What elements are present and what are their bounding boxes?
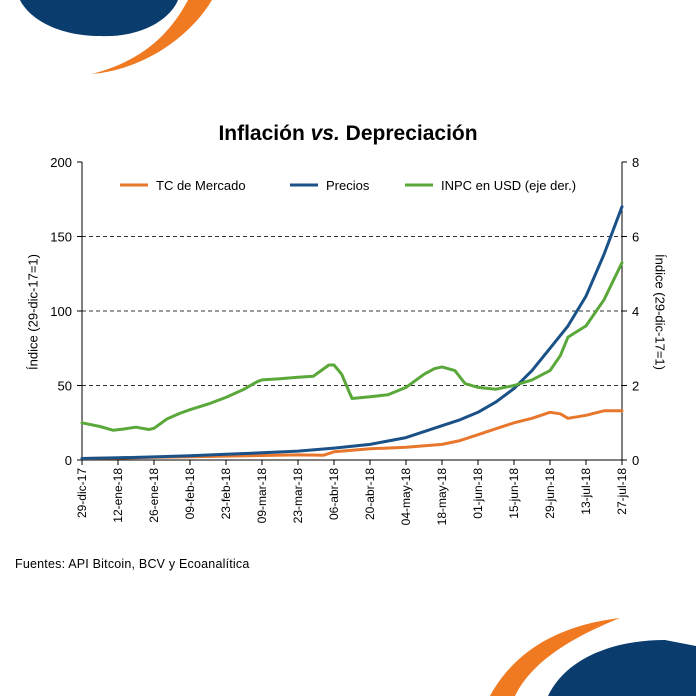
y-tick-label-right: 8	[632, 155, 639, 170]
x-tick-label: 01-jun-18	[471, 468, 485, 519]
x-tick-label: 09-feb-18	[183, 468, 197, 520]
top-navy-circle-shape	[20, 0, 178, 37]
x-tick-label: 23-feb-18	[219, 468, 233, 520]
source-note: Fuentes: API Bitcoin, BCV y Ecoanalítica	[15, 557, 250, 571]
x-tick-label: 12-ene-18	[111, 468, 125, 523]
series-line-precios	[80, 205, 624, 460]
legend-label: INPC en USD (eje der.)	[441, 178, 576, 193]
y-tick-label-left: 50	[58, 379, 72, 394]
x-tick-label: 13-jul-18	[579, 468, 593, 515]
legend-label: Precios	[326, 178, 370, 193]
bottom-navy-circle-shape	[548, 640, 696, 696]
x-tick-label: 04-may-18	[399, 468, 413, 526]
y-tick-label-left: 0	[65, 453, 72, 468]
y-tick-label-right: 2	[632, 379, 639, 394]
y-tick-label-right: 4	[632, 304, 639, 319]
x-tick-label: 18-may-18	[435, 468, 449, 526]
series-line-tc-de-mercado	[80, 409, 624, 460]
x-tick-label: 09-mar-18	[255, 468, 269, 524]
x-tick-label: 29-dic-17	[75, 468, 89, 518]
x-tick-label: 27-jul-18	[615, 468, 629, 515]
x-tick-label: 15-jun-18	[507, 468, 521, 519]
y-tick-label-right: 6	[632, 230, 639, 245]
x-tick-label: 23-mar-18	[291, 468, 305, 524]
x-tick-label: 29-jun-18	[543, 468, 557, 519]
y-tick-label-left: 150	[50, 230, 72, 245]
x-tick-label: 20-abr-18	[363, 468, 377, 520]
top-orange-swoosh-shape	[92, 0, 212, 74]
y-tick-label-left: 200	[50, 155, 72, 170]
x-tick-label: 06-abr-18	[327, 468, 341, 520]
chart-title-main: Inflación	[218, 122, 305, 145]
chart-title-vs: vs.	[310, 122, 340, 145]
chart-title-rest: Depreciación	[345, 122, 478, 145]
bottom-orange-swoosh-shape	[490, 618, 620, 696]
y-tick-label-left: 100	[50, 304, 72, 319]
legend-label: TC de Mercado	[156, 178, 246, 193]
chart-title: Inflación vs. Depreciación	[0, 122, 696, 146]
x-tick-label: 26-ene-18	[147, 468, 161, 523]
series-line-inpc-en-usd-eje-der	[80, 261, 624, 432]
y-tick-label-right: 0	[632, 453, 639, 468]
